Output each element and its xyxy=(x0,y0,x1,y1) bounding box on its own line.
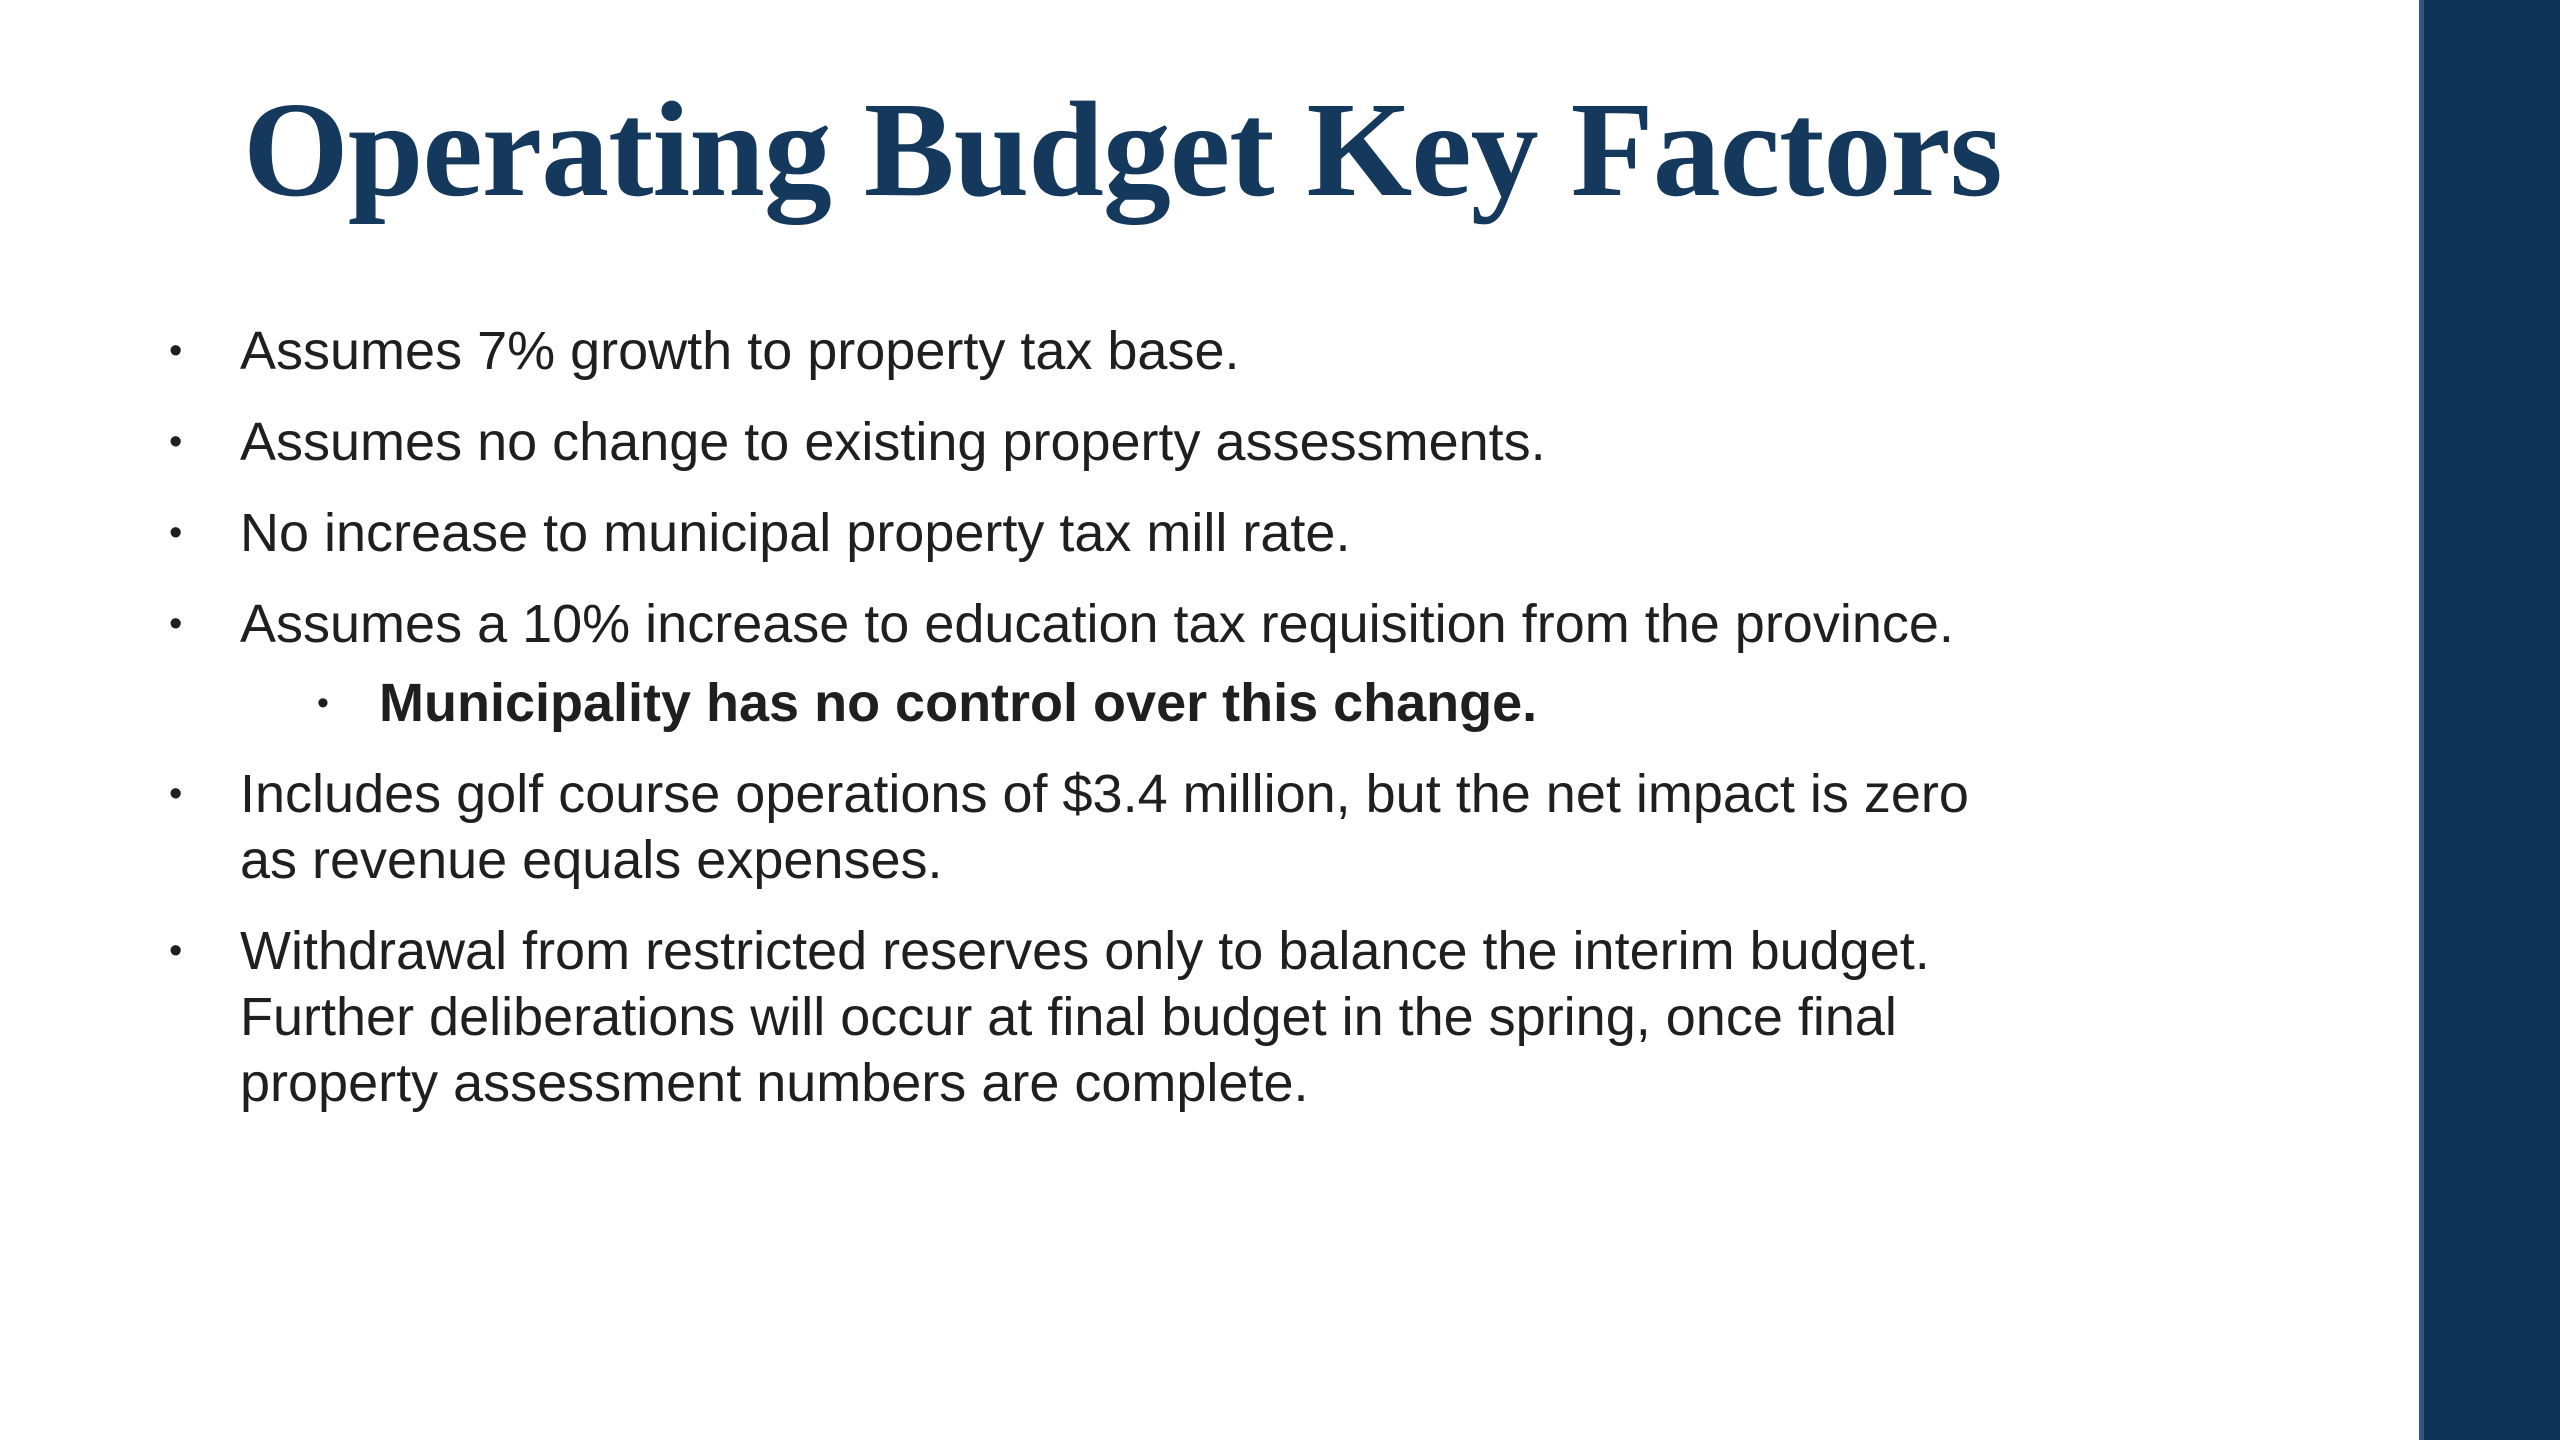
bullet-icon: • xyxy=(317,684,329,722)
bullet-icon: • xyxy=(169,512,183,554)
bullet-item: • Assumes a 10% increase to education ta… xyxy=(163,591,2283,657)
bullet-item: • Assumes 7% growth to property tax base… xyxy=(163,318,2283,384)
bullet-text: Withdrawal from restricted reserves only… xyxy=(240,921,1930,1113)
slide-title: Operating Budget Key Factors xyxy=(243,75,2003,225)
sub-bullet-item: • Municipality has no control over this … xyxy=(311,670,2283,736)
bullet-list: • Assumes 7% growth to property tax base… xyxy=(163,318,2283,1141)
bullet-item: • Withdrawal from restricted reserves on… xyxy=(163,918,2283,1116)
bullet-icon: • xyxy=(169,930,183,972)
bullet-icon: • xyxy=(169,603,183,645)
right-accent-bar xyxy=(2419,0,2560,1440)
bullet-icon: • xyxy=(169,773,183,815)
bullet-icon: • xyxy=(169,421,183,463)
bullet-text: Includes golf course operations of $3.4 … xyxy=(240,764,1969,890)
bullet-icon: • xyxy=(169,330,183,372)
bullet-item: • Includes golf course operations of $3.… xyxy=(163,761,2283,893)
sub-bullet-text: Municipality has no control over this ch… xyxy=(379,673,1538,733)
bullet-text: Assumes a 10% increase to education tax … xyxy=(240,594,1954,654)
bullet-text: Assumes 7% growth to property tax base. xyxy=(240,321,1240,381)
bullet-item: • No increase to municipal property tax … xyxy=(163,500,2283,566)
bullet-text: No increase to municipal property tax mi… xyxy=(240,503,1351,563)
bullet-text: Assumes no change to existing property a… xyxy=(240,412,1546,472)
bullet-item: • Assumes no change to existing property… xyxy=(163,409,2283,475)
